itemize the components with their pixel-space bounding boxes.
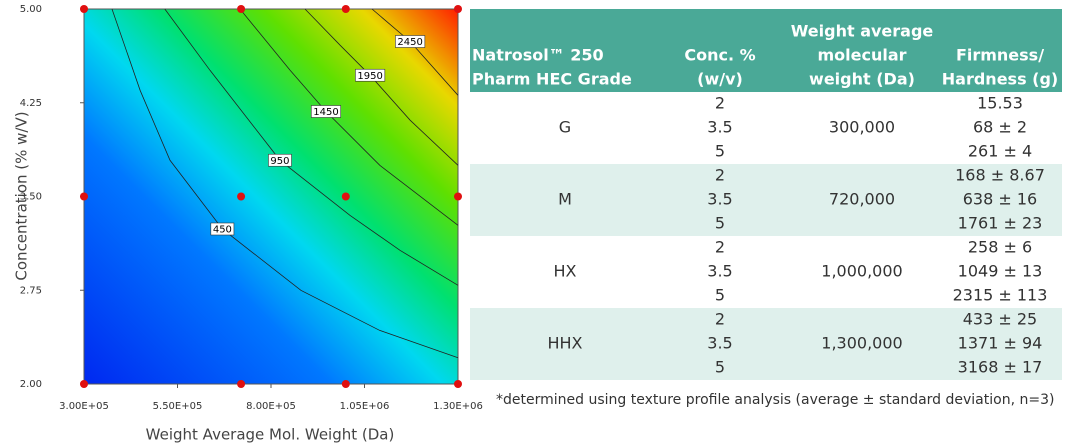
firmness: 68 ± 2 [973,118,1027,137]
footnote: *determined using texture profile analys… [496,392,1054,408]
x-tick-label: 1.30E+06 [433,401,483,412]
concentration: 2 [715,310,725,329]
concentration: 5 [715,214,725,233]
response-surface [84,9,458,384]
concentration: 5 [715,142,725,161]
design-point [454,192,462,201]
design-point [454,380,462,388]
x-tick-label: 1.05E+06 [340,401,390,412]
design-point [80,380,88,388]
contour-label: 1450 [313,107,338,118]
design-point [341,380,350,388]
table-header: Conc. % [684,46,755,65]
firmness: 1761 ± 23 [958,214,1043,233]
design-point [237,380,246,388]
contour-label: 2450 [397,37,422,48]
firmness: 3168 ± 17 [958,358,1043,377]
design-point [237,5,246,13]
concentration: 3.5 [707,118,732,137]
design-point [237,192,246,201]
design-point [80,5,88,13]
molecular-weight: 1,000,000 [821,262,902,281]
firmness: 258 ± 6 [968,238,1032,257]
contour-label-bg [355,68,386,82]
firmness: 1049 ± 13 [958,262,1043,281]
y-tick-label: 5.00 [20,4,42,15]
firmness: 15.53 [977,94,1023,113]
row-band [470,308,1062,380]
y-tick-label: 2.00 [20,379,42,390]
row-band [470,164,1062,236]
contour-label-bg [310,105,342,118]
design-point [341,5,350,13]
molecular-weight: 300,000 [829,118,895,137]
concentration: 2 [715,166,725,185]
contour-line [164,8,459,286]
concentration: 3.5 [707,190,732,209]
firmness: 261 ± 4 [968,142,1032,161]
grade: HX [554,262,577,281]
concentration: 2 [715,94,725,113]
contour-label: 450 [213,225,232,236]
firmness: 1371 ± 94 [958,334,1043,353]
y-axis-title: Concentration (% w/V) [13,111,31,280]
x-tick-label: 8.00E+05 [246,401,296,412]
firmness: 638 ± 16 [963,190,1037,209]
x-tick-label: 5.50E+05 [153,401,203,412]
contour-label-bg [395,35,426,48]
concentration: 5 [715,358,725,377]
firmness: 2315 ± 113 [953,286,1048,305]
contour-label-bg [210,222,235,236]
design-point [341,192,350,201]
firmness: 168 ± 8.67 [955,166,1045,185]
table-header-bg [470,9,1062,92]
grade: G [559,118,571,137]
table-header: weight (Da) [809,70,915,89]
design-point [454,5,462,13]
x-axis-title: Weight Average Mol. Weight (Da) [146,426,395,444]
contour-label-bg [268,153,292,167]
contour-label: 1950 [357,71,382,82]
x-tick-label: 3.00E+05 [59,401,109,412]
concentration: 5 [715,286,725,305]
concentration: 3.5 [707,262,732,281]
table-header: Hardness (g) [942,70,1058,89]
molecular-weight: 720,000 [829,190,895,209]
grade: M [558,190,572,209]
table-header: Firmness/ [956,46,1044,65]
table-header: Natrosol™ 250 [472,46,604,65]
design-point [80,192,88,201]
molecular-weight: 1,300,000 [821,334,902,353]
y-tick-label: 2.75 [20,285,42,296]
concentration: 3.5 [707,334,732,353]
table-header: molecular [817,46,906,65]
table-header: Weight average [791,22,934,41]
grade: HHX [547,334,582,353]
firmness: 433 ± 25 [963,310,1037,329]
concentration: 2 [715,238,725,257]
table-header: (w/v) [697,70,743,89]
y-tick-label: 3.50 [20,192,42,203]
contour-label: 950 [270,156,289,167]
table-header: Pharm HEC Grade [472,70,632,89]
y-tick-label: 4.25 [20,98,42,109]
